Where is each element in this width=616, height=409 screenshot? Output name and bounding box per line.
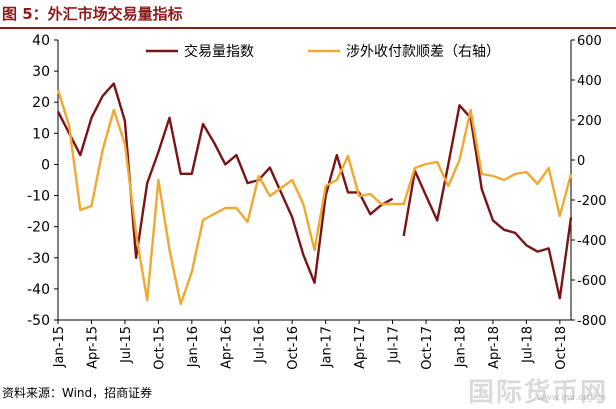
page-title: 图 5：外汇市场交易量指标: [2, 5, 183, 23]
left-y-tick-label: 0: [41, 157, 50, 173]
left-y-tick-label: 20: [32, 95, 50, 111]
right-y-tick-label: -200: [577, 194, 607, 209]
x-tick-label: Oct-15: [152, 326, 167, 370]
right-y-tick-label: -400: [577, 234, 607, 249]
x-tick-label: Oct-18: [554, 326, 569, 370]
left-y-tick-label: -30: [27, 251, 50, 267]
x-tick-label: Oct-17: [420, 326, 435, 370]
x-tick-label: Jan-15: [52, 326, 67, 368]
x-tick-label: Jan-16: [186, 326, 201, 368]
right-y-tick-label: 400: [577, 74, 602, 89]
left-y-tick-label: -50: [27, 313, 50, 329]
x-tick-label: Jul-18: [520, 326, 535, 364]
x-tick-label: Apr-15: [85, 326, 100, 369]
right-y-tick-label: -600: [577, 274, 607, 289]
left-y-tick-label: 30: [32, 64, 50, 80]
left-y-tick-label: 40: [32, 33, 50, 49]
x-tick-label: Jan-17: [320, 326, 335, 368]
x-tick-label: Apr-17: [353, 326, 368, 369]
x-tick-label: Jul-16: [253, 326, 268, 364]
legend-label: 涉外收付款顺差（右轴）: [346, 44, 500, 60]
x-tick-label: Jul-17: [387, 326, 402, 364]
x-tick-label: Apr-16: [219, 326, 234, 369]
right-y-tick-label: -800: [577, 314, 607, 329]
right-y-tick-label: 600: [577, 34, 602, 49]
title-divider: [0, 27, 616, 29]
right-y-tick-label: 200: [577, 114, 602, 129]
chart-legend: 交易量指数 涉外收付款顺差（右轴）: [146, 43, 500, 60]
watermark-logo: 国际货币网: [467, 378, 608, 408]
left-y-tick-label: 10: [32, 126, 50, 142]
x-tick-label: Jan-18: [453, 326, 468, 368]
chart-axes: 40 30 20 10 0 -10 -20 -30 -40 -50 600 400 200 0 -200 -4…: [27, 33, 606, 370]
series-surplus-line: [56, 89, 573, 306]
x-tick-label: Jul-15: [119, 326, 134, 364]
right-y-tick-label: 0: [577, 154, 585, 169]
series-volume-line: [56, 82, 394, 284]
left-y-tick-label: -40: [27, 282, 50, 298]
left-y-tick-label: -10: [27, 189, 50, 205]
series-volume-line: [402, 104, 573, 300]
source-note: 资料来源：Wind，招商证券: [2, 386, 153, 400]
chart-lines: [56, 82, 573, 306]
left-y-tick-label: -20: [27, 220, 50, 236]
x-tick-label: Oct-16: [286, 326, 301, 370]
legend-label: 交易量指数: [184, 43, 254, 60]
x-tick-label: Apr-18: [487, 326, 502, 369]
watermark-url: www.imi.org.cn: [536, 393, 606, 403]
